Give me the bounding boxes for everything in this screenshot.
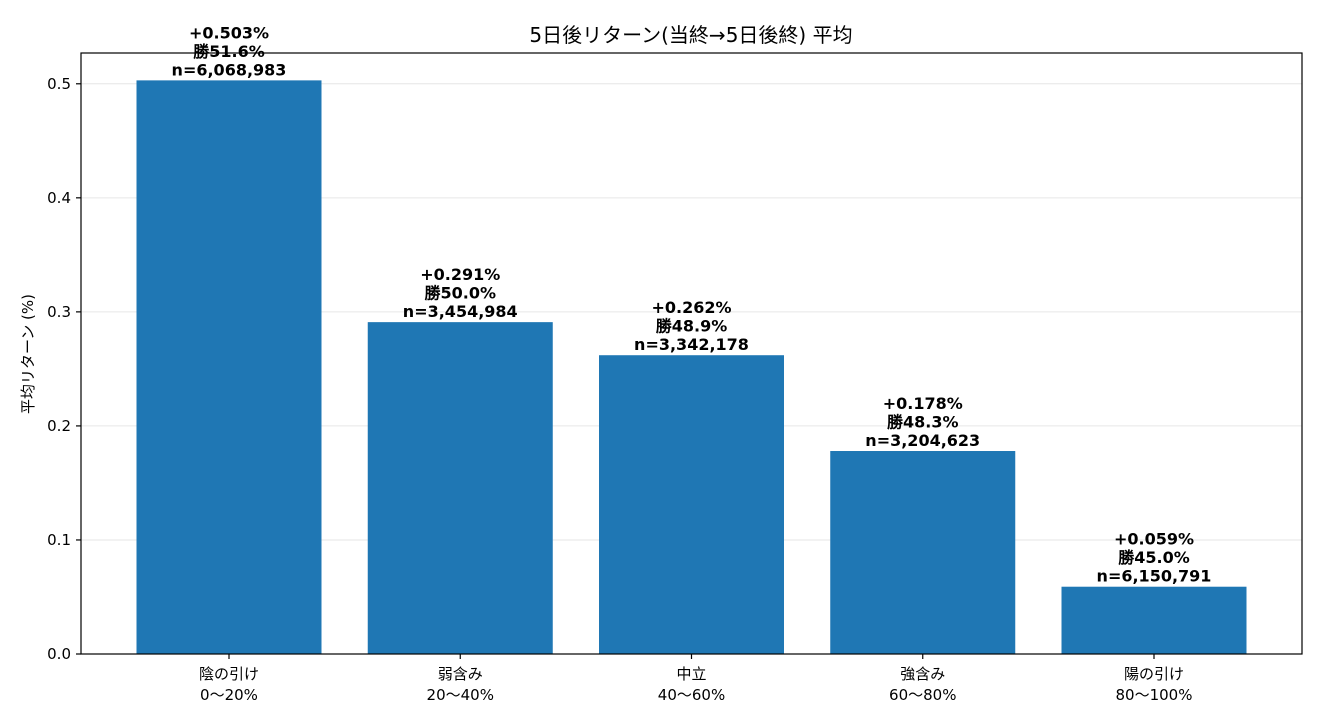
bar-data-label: n=3,342,178 — [634, 335, 749, 354]
x-tick-label: 強含み — [900, 665, 945, 683]
x-tick-label: 陽の引け — [1124, 665, 1184, 683]
x-tick-label: 80〜100% — [1116, 686, 1193, 704]
bar-data-label: n=6,150,791 — [1097, 567, 1212, 586]
bar-data-label: +0.503% — [189, 23, 269, 42]
y-axis-label: 平均リターン (%) — [19, 294, 37, 414]
bar-data-label: +0.059% — [1114, 530, 1194, 549]
y-tick-label: 0.1 — [47, 531, 71, 549]
x-tick-label: 弱含み — [438, 665, 483, 683]
chart-title: 5日後リターン(当終→5日後終) 平均 — [529, 23, 852, 47]
bar — [367, 322, 553, 654]
y-tick-label: 0.3 — [47, 303, 71, 321]
x-tick-label: 0〜20% — [200, 686, 258, 704]
bar-labels: +0.503%勝51.6%n=6,068,983+0.291%勝50.0%n=3… — [172, 23, 1212, 585]
bar-data-label: n=6,068,983 — [172, 60, 287, 79]
y-tick-label: 0.4 — [47, 189, 71, 207]
bar-data-label: 勝50.0% — [424, 284, 496, 303]
y-axis-ticks: 0.0 0.1 0.2 0.3 0.4 0.5 — [47, 75, 81, 663]
bar-data-label: n=3,454,984 — [403, 302, 518, 321]
bar-data-label: n=3,204,623 — [865, 431, 980, 450]
x-tick-label: 20〜40% — [427, 686, 494, 704]
bar-data-label: 勝48.3% — [887, 413, 959, 432]
bar-data-label: +0.291% — [420, 265, 500, 284]
bar — [1061, 586, 1247, 654]
bar — [136, 80, 322, 655]
x-tick-label: 陰の引け — [199, 665, 259, 683]
x-tick-label: 60〜80% — [889, 686, 956, 704]
y-tick-label: 0.2 — [47, 417, 71, 435]
bar-data-label: 勝45.0% — [1118, 548, 1190, 567]
bar — [830, 451, 1016, 654]
bar-data-label: 勝51.6% — [193, 42, 265, 61]
bars — [136, 80, 1247, 655]
x-axis-ticks: 陰の引け 0〜20% 弱含み 20〜40% 中立 40〜60% 強含み 60〜80% 陽の引け 8… — [199, 654, 1193, 704]
bar-data-label: +0.262% — [651, 298, 731, 317]
bar-data-label: 勝48.9% — [656, 317, 728, 336]
x-tick-label: 40〜60% — [658, 686, 725, 704]
bar — [599, 355, 784, 654]
x-tick-label: 中立 — [676, 665, 706, 683]
y-tick-label: 0.5 — [47, 75, 71, 93]
bar-data-label: +0.178% — [883, 394, 963, 413]
y-tick-label: 0.0 — [47, 645, 71, 663]
